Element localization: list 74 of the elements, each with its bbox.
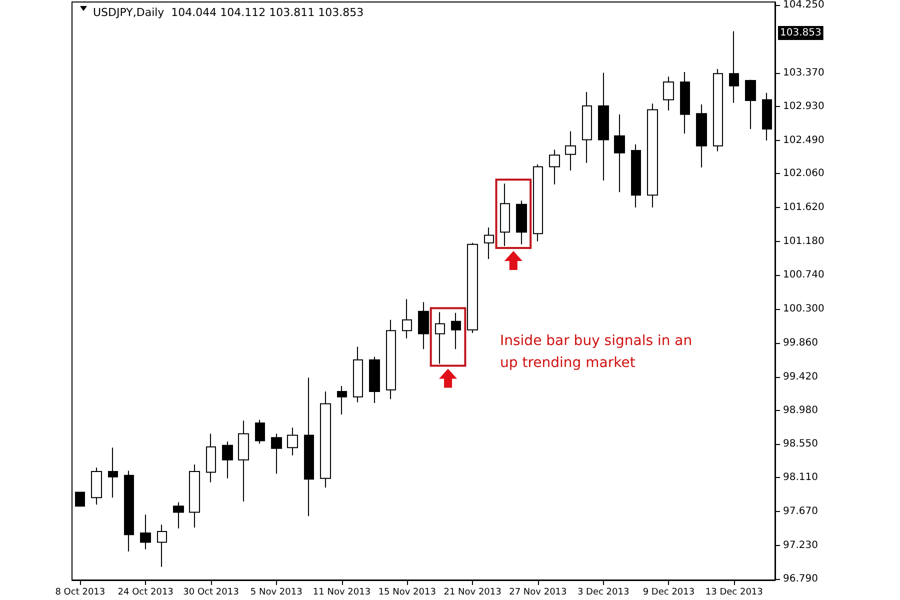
candlestick (729, 30, 739, 104)
x-tick-label: 27 Nov 2013 (509, 588, 567, 598)
y-tick-label: 103.370 (783, 67, 824, 78)
x-tick-label: 15 Nov 2013 (378, 588, 436, 598)
x-tick-label: 11 Nov 2013 (312, 588, 371, 598)
candlestick (565, 130, 576, 172)
y-tick-label: 98.550 (783, 438, 818, 450)
y-tick-label: 102.930 (783, 101, 824, 112)
candlestick (337, 386, 347, 416)
candlestick (582, 92, 592, 164)
candlestick (713, 68, 723, 152)
candlestick (206, 433, 216, 483)
y-tick-label: 98.980 (783, 405, 818, 416)
candlestick (75, 492, 85, 507)
candlestick (91, 467, 102, 506)
candlestick (124, 470, 134, 552)
candlestick (386, 319, 396, 400)
x-tick-label: 30 Oct 2013 (183, 588, 239, 598)
candlestick (304, 377, 314, 517)
candlestick (762, 92, 772, 142)
candlestick (516, 200, 527, 245)
candlestick (614, 114, 625, 193)
y-tick-label: 100.300 (783, 304, 824, 315)
candlestick (320, 390, 331, 488)
candlestick (287, 427, 298, 456)
text: 103.853 (780, 28, 822, 38)
y-tick-label: 99.860 (783, 337, 818, 348)
candlestick (369, 356, 380, 404)
x-tick-label: 5 Nov 2013 (250, 588, 302, 598)
candlestick (533, 164, 543, 242)
candlestick (173, 502, 184, 529)
candlestick (549, 149, 560, 185)
y-tick-label: 101.620 (783, 202, 824, 213)
candlestick (680, 72, 690, 134)
candlestick (500, 183, 510, 246)
x-tick-label: 9 Dec 2013 (642, 588, 695, 598)
annotation: Inside bar buy signals in an up trending market (500, 333, 697, 371)
x-tick-label: 3 Dec 2013 (577, 588, 630, 598)
candlestick (451, 312, 461, 350)
y-tick-label: 102.060 (783, 168, 824, 180)
candlestick (647, 103, 658, 208)
chart-title: USDJPY,Daily 104.044 104.112 103.811 103.853 (93, 6, 364, 19)
y-tick-label: 102.490 (783, 135, 824, 146)
x-tick-label: 21 Nov 2013 (444, 588, 502, 598)
y-tick-label: 100.740 (783, 270, 824, 281)
x-tick-label: 24 Oct 2013 (118, 588, 174, 598)
candlestick (402, 298, 412, 339)
candlestick (108, 447, 118, 498)
y-tick-label: 97.670 (783, 506, 818, 517)
candlestick (353, 346, 363, 403)
x-tick-label: 8 Oct 2013 (55, 588, 106, 598)
candlestick (663, 76, 674, 112)
candlestick (435, 312, 445, 364)
candlestick (157, 524, 167, 568)
candlestick (598, 72, 609, 182)
candlestick (140, 514, 151, 550)
candlestick (271, 433, 282, 474)
candlestick (484, 227, 494, 260)
y-tick-label: 96.790 (783, 574, 818, 585)
candlestick (696, 104, 707, 168)
candlestick (467, 242, 478, 334)
y-tick-label: 104.250 (783, 0, 824, 11)
candlestick (222, 440, 233, 479)
candlestick (418, 302, 429, 350)
candlestick (631, 144, 641, 208)
candlestick (255, 419, 265, 444)
y-tick-label: 98.110 (783, 472, 818, 484)
y-tick-label: 99.420 (783, 371, 818, 382)
y-tick-label: 97.230 (783, 540, 818, 551)
candlestick (238, 420, 249, 502)
candlestick (745, 79, 756, 130)
y-tick-label: 101.180 (783, 236, 824, 247)
x-tick-label: 13 Dec 2013 (705, 588, 763, 598)
candlestick (189, 464, 200, 528)
